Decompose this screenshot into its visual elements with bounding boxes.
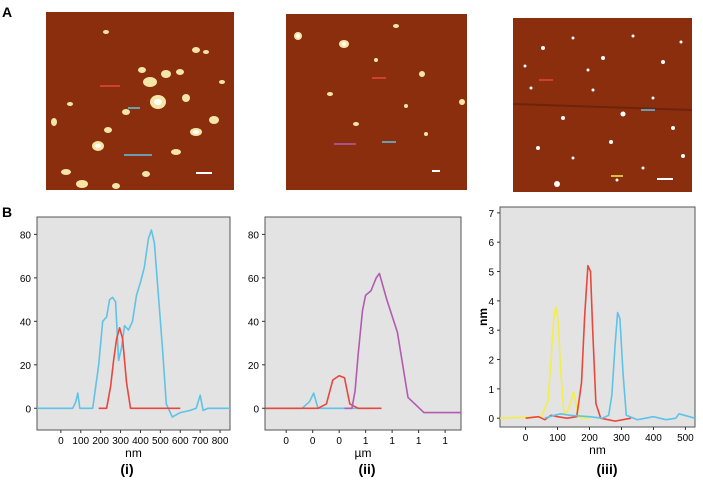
x-tick-label: 100 — [72, 436, 89, 447]
x-tick-label: 200 — [92, 436, 109, 447]
y-tick-label: 7 — [488, 209, 494, 220]
afm-image-iii — [513, 18, 692, 192]
y-tick-label: 40 — [248, 317, 260, 328]
y-tick-label: 40 — [20, 317, 31, 328]
subpanel-label-iii: (iii) — [596, 461, 618, 477]
x-tick-label: 1 — [442, 436, 448, 447]
y-tick-label: 6 — [488, 238, 494, 249]
line-chart-iii: 0 1 2 3 4 5 6 7 0 100 200 300 400 500 nm nm — [476, 206, 696, 457]
y-tick-label: 80 — [248, 230, 260, 241]
x-tick-label: 0 — [58, 436, 64, 447]
line-chart-i: 0204060800100200300400500600700800nmnm — [20, 216, 231, 460]
y-tick-label: 0 — [253, 404, 259, 415]
y-tick-label: 4 — [488, 297, 494, 308]
x-tick-label: 100 — [549, 433, 566, 444]
y-tick-label: 60 — [248, 274, 260, 285]
afm-image-ii — [286, 14, 467, 190]
plot-area — [264, 216, 462, 431]
x-axis-label: nm — [589, 443, 606, 457]
panel-b-label: B — [2, 204, 13, 220]
y-tick-label: 1 — [488, 385, 494, 396]
afm-image-i-art — [46, 12, 234, 190]
subpanel-label-ii: (ii) — [358, 461, 376, 477]
x-tick-label: 0 — [283, 436, 289, 447]
x-axis-label: µm — [355, 446, 372, 460]
x-tick-label: 1 — [389, 436, 395, 447]
x-tick-label: 600 — [172, 436, 189, 447]
y-tick-label: 5 — [488, 268, 494, 279]
series-line-blue — [544, 311, 695, 421]
x-tick-label: 800 — [212, 436, 229, 447]
x-tick-label: 300 — [613, 433, 630, 444]
series-line-blue — [265, 392, 371, 410]
afm-image-ii-art — [286, 14, 467, 190]
x-tick-label: 500 — [152, 436, 169, 447]
y-axis-label: nm — [476, 308, 490, 326]
x-tick-label: 0 — [310, 436, 316, 447]
x-tick-label: 1 — [363, 436, 369, 447]
y-tick-label: 0 — [488, 414, 494, 425]
y-tick-label: 20 — [248, 361, 260, 372]
afm-image-i — [46, 12, 234, 190]
x-tick-label: 0 — [336, 436, 342, 447]
x-tick-label: 300 — [112, 436, 129, 447]
x-tick-label: 400 — [132, 436, 149, 447]
y-tick-label: 80 — [20, 230, 31, 241]
x-axis-label: nm — [125, 446, 142, 460]
line-chart-ii: 0204060800001111µmnm — [248, 216, 462, 460]
subpanel-label-i: (i) — [120, 461, 134, 477]
y-tick-label: 20 — [20, 361, 31, 372]
panel-a-label: A — [2, 4, 13, 20]
y-tick-label: 3 — [488, 326, 494, 337]
x-tick-label: 700 — [192, 436, 209, 447]
series-line-red — [98, 327, 181, 410]
x-tick-label: 0 — [523, 433, 529, 444]
series-line-red — [265, 374, 382, 410]
x-tick-label: 200 — [581, 433, 598, 444]
afm-image-iii-art — [513, 18, 692, 192]
series-line-blue — [37, 229, 230, 418]
y-tick-label: 60 — [20, 274, 31, 285]
plot-area — [36, 216, 231, 431]
x-tick-label: 500 — [677, 433, 694, 444]
x-tick-label: 1 — [416, 436, 422, 447]
plot-area — [499, 206, 696, 428]
y-tick-label: 2 — [488, 356, 494, 367]
y-tick-label: 0 — [25, 404, 31, 415]
series-line-magenta — [344, 272, 461, 414]
x-tick-label: 400 — [645, 433, 662, 444]
